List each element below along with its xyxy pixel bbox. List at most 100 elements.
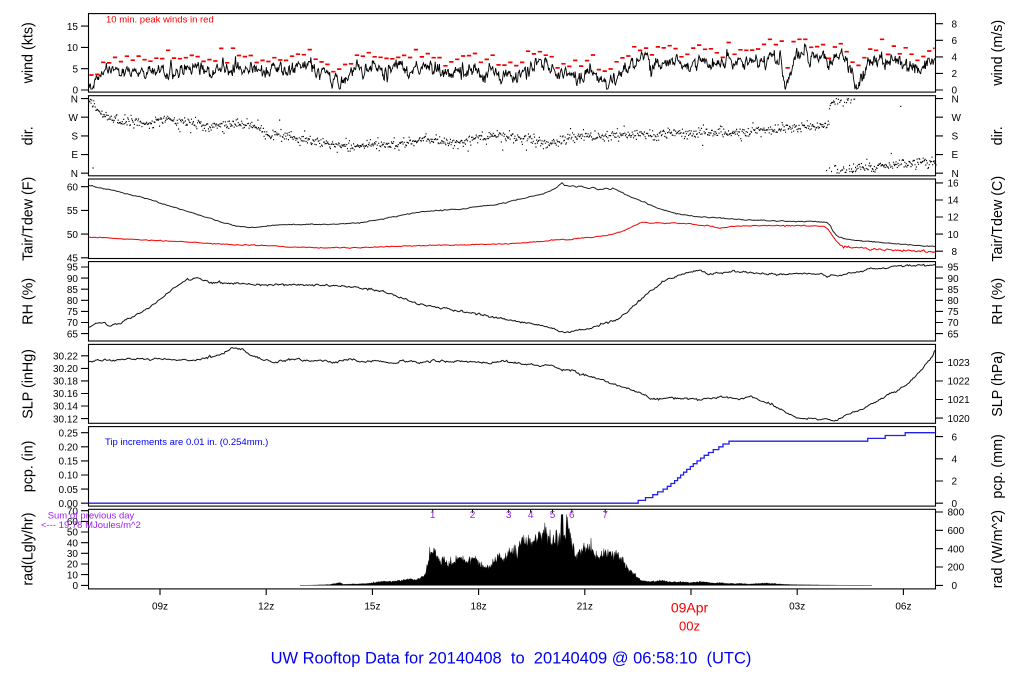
svg-text:30.18: 30.18 — [53, 377, 78, 388]
svg-text:80: 80 — [948, 296, 960, 307]
svg-text:S: S — [952, 132, 959, 143]
svg-text:30.14: 30.14 — [53, 402, 78, 413]
svg-text:16: 16 — [948, 179, 960, 190]
svg-text:85: 85 — [67, 285, 79, 296]
svg-text:1022: 1022 — [948, 377, 971, 388]
svg-text:30: 30 — [67, 549, 79, 560]
svg-text:Tip increments are 0.01 in. (0: Tip increments are 0.01 in. (0.254mm.) — [105, 437, 268, 448]
svg-text:10: 10 — [67, 43, 79, 54]
svg-text:30.22: 30.22 — [53, 352, 78, 363]
svg-text:06z: 06z — [895, 602, 911, 613]
svg-text:40: 40 — [67, 538, 79, 549]
svg-text:95: 95 — [67, 263, 79, 274]
svg-text:wind (kts): wind (kts) — [21, 22, 37, 84]
svg-text:80: 80 — [67, 296, 79, 307]
svg-text:30.16: 30.16 — [53, 389, 78, 400]
svg-text:4: 4 — [528, 510, 534, 521]
svg-text:0: 0 — [72, 86, 78, 97]
svg-text:2: 2 — [470, 510, 476, 521]
svg-text:12z: 12z — [258, 602, 274, 613]
svg-text:N: N — [71, 94, 78, 105]
svg-text:95: 95 — [948, 263, 960, 274]
svg-text:30.12: 30.12 — [53, 414, 78, 425]
svg-text:400: 400 — [948, 544, 965, 555]
svg-text:rad (W/m^2): rad (W/m^2) — [990, 510, 1006, 588]
svg-text:10: 10 — [67, 570, 79, 581]
svg-text:2: 2 — [952, 477, 958, 488]
svg-text:5: 5 — [550, 510, 556, 521]
svg-text:70: 70 — [67, 318, 79, 329]
svg-text:60: 60 — [67, 182, 79, 193]
svg-text:10 min. peak winds in red: 10 min. peak winds in red — [106, 14, 214, 25]
svg-text:70: 70 — [67, 506, 79, 517]
svg-text:RH (%): RH (%) — [990, 278, 1006, 325]
svg-text:dir.: dir. — [990, 126, 1006, 145]
svg-text:2: 2 — [952, 69, 958, 80]
svg-text:60: 60 — [67, 517, 79, 528]
svg-text:0.20: 0.20 — [59, 443, 79, 454]
svg-text:Sum of previous day: Sum of previous day — [48, 510, 135, 521]
svg-text:18z: 18z — [471, 602, 487, 613]
svg-text:1023: 1023 — [948, 358, 971, 369]
svg-text:0: 0 — [952, 499, 958, 510]
svg-text:4: 4 — [952, 53, 958, 64]
svg-text:09Apr: 09Apr — [671, 600, 709, 616]
svg-text:0.25: 0.25 — [59, 428, 79, 439]
svg-text:75: 75 — [948, 307, 960, 318]
svg-text:15: 15 — [67, 22, 79, 33]
svg-text:00z: 00z — [679, 619, 700, 634]
svg-text:85: 85 — [948, 285, 960, 296]
svg-text:4: 4 — [952, 455, 958, 466]
svg-text:65: 65 — [67, 329, 79, 340]
svg-text:6: 6 — [952, 36, 958, 47]
svg-text:pcp. (mm): pcp. (mm) — [990, 434, 1006, 498]
svg-text:pcp. (in): pcp. (in) — [21, 441, 37, 493]
svg-text:E: E — [71, 150, 78, 161]
svg-text:N: N — [952, 169, 959, 180]
svg-text:15z: 15z — [364, 602, 380, 613]
svg-text:N: N — [952, 94, 959, 105]
svg-text:Tair/Tdew (F): Tair/Tdew (F) — [21, 177, 37, 261]
svg-text:600: 600 — [948, 526, 965, 537]
svg-text:Tair/Tdew (C): Tair/Tdew (C) — [990, 176, 1006, 262]
svg-text:70: 70 — [948, 318, 960, 329]
svg-text:0: 0 — [952, 86, 958, 97]
svg-text:0.00: 0.00 — [59, 499, 79, 510]
svg-text:30.20: 30.20 — [53, 364, 78, 375]
svg-text:75: 75 — [67, 307, 79, 318]
svg-text:20: 20 — [67, 560, 79, 571]
svg-text:1021: 1021 — [948, 395, 971, 406]
svg-text:8: 8 — [952, 19, 958, 30]
svg-text:10: 10 — [948, 230, 960, 241]
svg-text:3: 3 — [506, 510, 512, 521]
svg-text:90: 90 — [67, 274, 79, 285]
svg-text:1: 1 — [430, 510, 436, 521]
svg-text:14: 14 — [948, 196, 960, 207]
svg-text:90: 90 — [948, 274, 960, 285]
svg-text:8: 8 — [952, 247, 958, 258]
svg-text:5: 5 — [72, 64, 78, 75]
svg-text:65: 65 — [948, 329, 960, 340]
svg-text:W: W — [69, 113, 79, 124]
svg-text:S: S — [71, 132, 78, 143]
svg-text:200: 200 — [948, 563, 965, 574]
svg-text:6: 6 — [569, 510, 575, 521]
svg-text:1020: 1020 — [948, 414, 971, 425]
svg-text:0.10: 0.10 — [59, 471, 79, 482]
svg-text:7: 7 — [602, 510, 608, 521]
svg-text:800: 800 — [948, 508, 965, 519]
svg-text:03z: 03z — [789, 602, 805, 613]
svg-text:50: 50 — [67, 230, 79, 241]
svg-text:<--- 19.78 MJoules/m^2: <--- 19.78 MJoules/m^2 — [41, 520, 141, 531]
svg-text:UW Rooftop Data for 20140408: UW Rooftop Data for 20140408 to 20140409… — [271, 649, 752, 667]
svg-text:21z: 21z — [577, 602, 593, 613]
svg-text:50: 50 — [67, 528, 79, 539]
svg-text:12: 12 — [948, 213, 960, 224]
svg-text:SLP (hPa): SLP (hPa) — [990, 351, 1006, 417]
svg-text:wind (m/s): wind (m/s) — [990, 20, 1006, 87]
svg-text:RH (%): RH (%) — [21, 278, 37, 325]
svg-text:SLP (inHg): SLP (inHg) — [21, 349, 37, 419]
svg-text:W: W — [952, 113, 962, 124]
svg-text:55: 55 — [67, 206, 79, 217]
svg-text:E: E — [952, 150, 959, 161]
